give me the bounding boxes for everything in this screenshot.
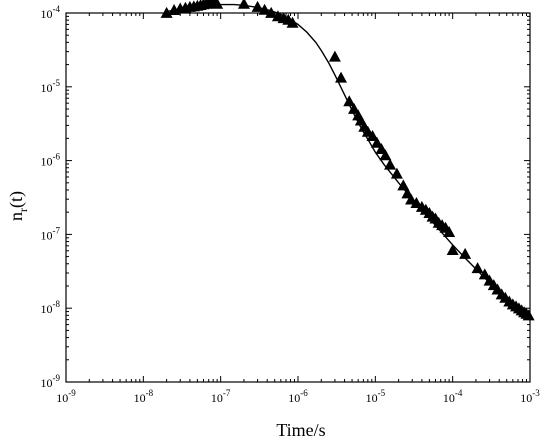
x-tick-label: 10-8 [134,388,154,405]
y-tick-label: 10-9 [41,373,61,390]
data-point [522,309,535,321]
y-tick-label: 10-6 [41,152,61,169]
data-point [397,179,410,191]
data-point [328,50,341,62]
y-tick-label-exponent: -5 [53,78,61,88]
x-tick-label-base: 10 [520,391,532,405]
data-point [459,247,472,259]
x-tick-label: 10-9 [56,388,76,405]
x-tick-label-exponent: -6 [300,388,308,398]
x-tick-label: 10-6 [288,388,308,405]
x-tick-label-base: 10 [211,391,223,405]
data-point [478,268,491,280]
y-tick-label: 10-4 [41,4,61,21]
data-point [366,130,379,142]
data-point [410,196,423,208]
y-tick-label-exponent: -9 [53,373,61,383]
y-tick-label-base: 10 [41,7,53,21]
x-tick-label-exponent: -7 [223,388,231,398]
y-tick-label: 10-7 [41,225,61,242]
x-tick-label-base: 10 [134,391,146,405]
y-tick-label-base: 10 [41,376,53,390]
data-point [265,6,278,18]
y-tick-label-base: 10 [41,155,53,169]
y-axis-title-subscript: r [16,208,30,212]
y-axis-tick-labels: 10-910-810-710-610-510-4 [41,4,61,390]
data-point [446,243,459,255]
x-axis-title: Time/s [276,420,325,440]
x-tick-label-exponent: -8 [146,388,154,398]
x-tick-label: 10-4 [443,388,463,405]
x-tick-label-base: 10 [366,391,378,405]
y-tick-label-base: 10 [41,228,53,242]
y-axis-title: nr(t) [6,191,30,221]
marker-layer [160,0,535,321]
y-tick-label-exponent: -4 [53,4,61,14]
data-point [335,71,348,83]
data-point [390,167,403,179]
y-tick-label-exponent: -7 [53,225,61,235]
data-point [251,0,264,12]
y-axis-ticks [66,12,530,383]
x-tick-label-exponent: -4 [455,388,463,398]
x-tick-label-exponent: -5 [378,388,386,398]
data-point [237,0,250,9]
data-point [379,149,392,161]
data-point [258,3,271,15]
x-tick-label: 10-3 [520,388,540,405]
data-point [443,226,456,238]
x-tick-label: 10-7 [211,388,231,405]
data-point [384,158,397,170]
y-tick-label-exponent: -8 [53,299,61,309]
data-point [160,6,173,18]
data-point [348,102,361,114]
y-axis-title-base: n [6,212,26,221]
x-tick-label-base: 10 [443,391,455,405]
x-axis-ticks [65,13,531,382]
data-point [370,136,383,148]
x-tick-label-base: 10 [288,391,300,405]
x-tick-label-base: 10 [56,391,68,405]
data-point [343,95,356,107]
data-point [471,262,484,274]
y-tick-label: 10-5 [41,78,61,95]
data-point [211,0,224,9]
data-point [286,16,299,28]
x-tick-label-exponent: -9 [68,388,76,398]
y-tick-label-base: 10 [41,302,53,316]
y-tick-label-base: 10 [41,81,53,95]
x-tick-label: 10-5 [366,388,386,405]
y-tick-label-exponent: -6 [53,152,61,162]
y-tick-label: 10-8 [41,299,61,316]
x-axis-tick-labels: 10-9 10-8 10-7 10-6 10-5 10-4 10-3 [56,388,540,405]
y-axis-title-suffix: (t) [6,191,27,208]
x-tick-label-exponent: -3 [532,388,540,398]
